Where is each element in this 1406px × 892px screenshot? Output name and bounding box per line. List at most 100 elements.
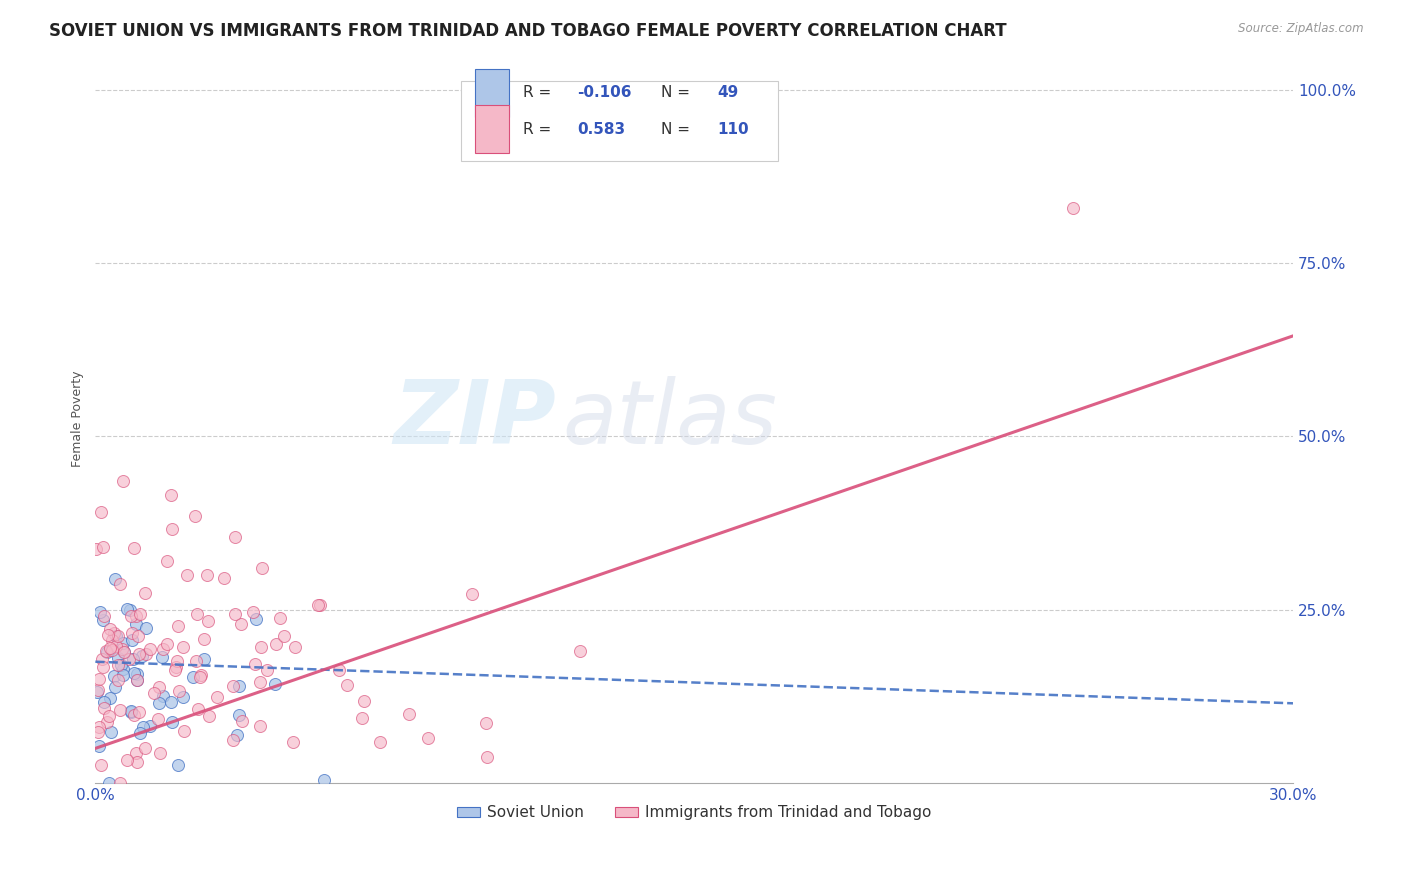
Point — [112, 475, 135, 489]
Text: atlas: atlas — [562, 376, 778, 462]
Point — [167, 758, 190, 772]
Point — [103, 626, 125, 640]
Point — [568, 643, 591, 657]
Point — [93, 609, 115, 624]
Point — [125, 673, 148, 687]
Point — [188, 670, 211, 684]
Point — [190, 668, 212, 682]
Point — [120, 705, 142, 719]
Bar — [475, 105, 509, 153]
Point — [98, 640, 121, 655]
Point — [139, 718, 162, 732]
Text: 110: 110 — [717, 121, 748, 136]
Point — [108, 703, 131, 717]
Point — [91, 660, 114, 674]
Point — [166, 654, 188, 668]
Point — [91, 652, 114, 666]
Text: SOVIET UNION VS IMMIGRANTS FROM TRINIDAD AND TOBAGO FEMALE POVERTY CORRELATION C: SOVIET UNION VS IMMIGRANTS FROM TRINIDAD… — [49, 22, 1007, 40]
Point — [135, 621, 157, 635]
Point — [84, 541, 107, 556]
Point — [1062, 201, 1084, 215]
Point — [173, 724, 195, 739]
Point — [89, 739, 111, 753]
Point — [127, 755, 149, 769]
Point — [134, 586, 156, 600]
Point — [128, 726, 150, 740]
Point — [198, 709, 221, 723]
Point — [249, 674, 271, 689]
Point — [186, 607, 208, 622]
Point — [416, 731, 439, 745]
Point — [152, 689, 174, 703]
Point — [167, 684, 190, 698]
Text: N =: N = — [661, 86, 695, 101]
Point — [105, 640, 128, 654]
Point — [256, 663, 278, 677]
Point — [309, 598, 332, 612]
Point — [163, 663, 186, 677]
Point — [94, 644, 117, 658]
Point — [98, 622, 121, 636]
Point — [111, 636, 134, 650]
Point — [117, 753, 139, 767]
FancyBboxPatch shape — [461, 80, 778, 161]
Point — [195, 568, 218, 582]
Point — [249, 640, 271, 654]
Point — [104, 572, 127, 586]
Point — [148, 697, 170, 711]
Point — [93, 700, 115, 714]
Point — [249, 719, 271, 733]
Point — [172, 640, 194, 654]
Point — [184, 655, 207, 669]
Point — [187, 702, 209, 716]
Point — [139, 642, 162, 657]
Point — [156, 637, 179, 651]
Point — [135, 648, 157, 662]
Point — [160, 695, 183, 709]
Point — [143, 686, 166, 700]
Point — [273, 629, 295, 643]
Text: N =: N = — [661, 121, 695, 136]
Legend: Soviet Union, Immigrants from Trinidad and Tobago: Soviet Union, Immigrants from Trinidad a… — [450, 799, 938, 826]
Point — [148, 680, 170, 694]
Point — [128, 705, 150, 719]
Point — [104, 680, 127, 694]
Point — [101, 642, 124, 657]
Point — [160, 488, 183, 502]
Point — [128, 647, 150, 661]
Point — [184, 509, 207, 524]
Point — [226, 728, 249, 742]
Point — [112, 645, 135, 659]
Point — [193, 632, 215, 647]
Point — [228, 679, 250, 693]
Point — [197, 614, 219, 628]
Point — [312, 772, 335, 787]
Point — [152, 642, 174, 657]
Point — [250, 561, 273, 575]
Point — [242, 605, 264, 619]
Point — [281, 735, 304, 749]
Point — [353, 693, 375, 707]
Point — [91, 540, 114, 554]
Point — [120, 609, 142, 624]
Point — [350, 711, 373, 725]
Text: -0.106: -0.106 — [576, 86, 631, 101]
Point — [117, 602, 139, 616]
Point — [110, 658, 132, 673]
Bar — [475, 70, 509, 117]
Point — [121, 704, 143, 718]
Point — [100, 725, 122, 739]
Point — [224, 607, 246, 621]
Point — [266, 636, 288, 650]
Point — [193, 652, 215, 666]
Point — [108, 576, 131, 591]
Point — [122, 651, 145, 665]
Text: ZIP: ZIP — [394, 376, 557, 463]
Point — [98, 690, 121, 705]
Point — [107, 629, 129, 643]
Point — [121, 633, 143, 648]
Point — [172, 690, 194, 704]
Point — [221, 732, 243, 747]
Point — [125, 673, 148, 688]
Point — [89, 758, 111, 772]
